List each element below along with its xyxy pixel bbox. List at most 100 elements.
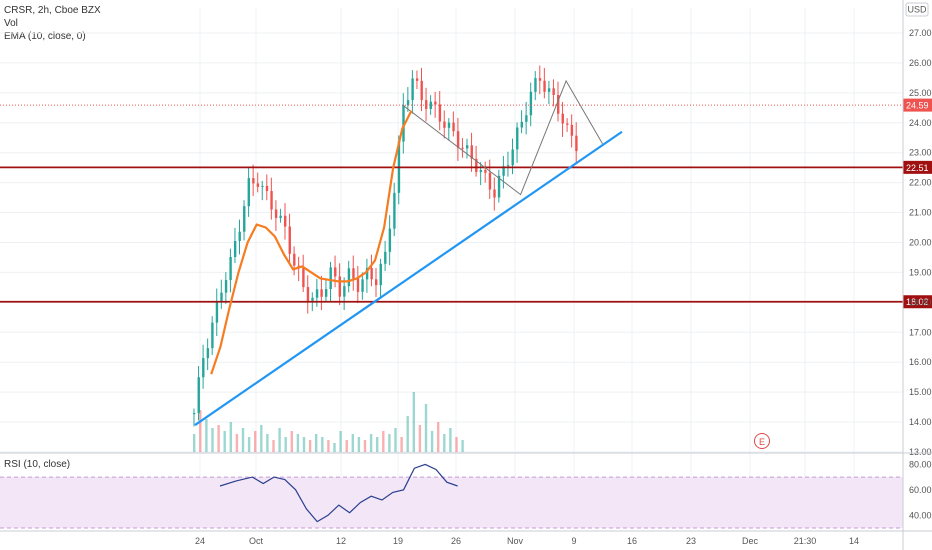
volume-bar — [412, 392, 415, 452]
ema-label[interactable]: EMA (10, close, 0) — [4, 31, 86, 42]
candle-body — [329, 267, 332, 290]
level-tag-label: 18.02 — [906, 297, 929, 307]
time-tick-label: 21:30 — [794, 536, 817, 546]
candle-body — [429, 101, 432, 109]
candle-body — [347, 268, 351, 287]
volume-bar — [461, 440, 464, 452]
time-tick-label: 9 — [571, 536, 576, 546]
volume-bar — [302, 437, 306, 452]
candle-body — [265, 185, 269, 192]
candle-body — [338, 276, 341, 297]
candle-body — [402, 105, 405, 142]
candle-body — [475, 158, 478, 173]
candle-body — [529, 91, 533, 116]
time-tick-label: 14 — [849, 536, 859, 546]
volume-bar — [418, 425, 422, 452]
volume-bar — [254, 431, 257, 452]
candle-body — [247, 178, 250, 207]
candle-body — [288, 226, 291, 254]
candle-body — [493, 189, 496, 198]
candle-body — [352, 268, 355, 279]
candle-body — [447, 122, 451, 128]
ema-line[interactable] — [210, 110, 413, 375]
candle-body — [393, 192, 396, 229]
candle-body — [466, 145, 469, 149]
currency-box — [905, 2, 929, 17]
chart-legend: CRSR, 2h, Cboe BZX Vol EMA (10, close, 0… — [4, 4, 101, 43]
price-tick-label: 16.00 — [909, 357, 932, 367]
time-tick-label: 23 — [686, 536, 696, 546]
candle-body — [557, 95, 560, 114]
rsi-label[interactable]: RSI (10, close) — [4, 459, 71, 470]
candle-body — [379, 263, 382, 286]
volume-bar — [363, 440, 367, 452]
price-tick-label: 20.00 — [909, 237, 932, 247]
candle-body — [224, 280, 228, 293]
candle-body — [470, 145, 473, 159]
candle-body — [311, 297, 314, 301]
volume-bar — [406, 416, 409, 452]
volume-bar — [321, 437, 324, 452]
price-tick-label: 19.00 — [909, 267, 932, 277]
rsi-line[interactable] — [219, 463, 458, 523]
candle-body — [388, 228, 392, 252]
volume-bar — [284, 437, 287, 452]
candle-body — [406, 100, 410, 106]
time-tick-label: 24 — [195, 536, 205, 546]
volume-bar — [266, 434, 269, 452]
candle-body — [543, 80, 546, 92]
trendline[interactable] — [194, 130, 623, 426]
symbol-label[interactable]: CRSR, 2h, Cboe BZX — [4, 5, 101, 16]
level-tag-label: 22.51 — [906, 163, 929, 173]
candle-body — [570, 124, 574, 136]
candle-body — [411, 78, 414, 101]
candle-body — [356, 278, 360, 292]
candle-body — [365, 268, 369, 280]
rsi-tick-label: 60.00 — [909, 485, 932, 495]
candle-body — [425, 100, 428, 109]
volume-bar — [211, 428, 214, 452]
candle-body — [343, 286, 346, 297]
candle-body — [443, 121, 446, 128]
candle-body — [511, 149, 514, 166]
candle-body — [324, 289, 328, 297]
candle-body — [538, 78, 542, 81]
volume-bar — [376, 437, 379, 452]
candle-body — [361, 279, 364, 292]
time-tick-label: 16 — [627, 536, 637, 546]
volume-bar — [424, 404, 428, 452]
last-price-label: 24.59 — [906, 101, 929, 111]
candle-body — [561, 113, 564, 124]
volume-bar — [382, 431, 385, 452]
candle-body — [566, 123, 569, 125]
volume-label[interactable]: Vol — [4, 18, 18, 29]
candle-body — [479, 170, 483, 173]
candle-body — [233, 241, 237, 258]
volume-bar — [388, 434, 391, 452]
level-tag — [903, 295, 932, 309]
candle-body — [438, 104, 442, 122]
pattern-line[interactable] — [401, 79, 603, 196]
candle-body — [488, 172, 492, 190]
volume-bar — [290, 431, 293, 452]
volume-bar — [455, 437, 458, 452]
volume-bar — [369, 434, 373, 452]
price-tick-label: 25.00 — [909, 88, 932, 98]
candle-body — [252, 178, 255, 184]
time-tick-label: Dec — [742, 536, 759, 546]
candle-body — [525, 115, 528, 122]
candle-body — [534, 78, 537, 92]
candle-body — [334, 267, 337, 277]
price-tick-label: 26.00 — [909, 58, 932, 68]
price-tick-label: 22.00 — [909, 178, 932, 188]
candle-body — [434, 101, 437, 105]
volume-bar — [351, 434, 354, 452]
candle-body — [575, 135, 578, 152]
volume-bar — [394, 428, 397, 452]
rsi-tick-label: 80.00 — [909, 459, 932, 469]
level-tag — [903, 160, 932, 174]
candle-body — [506, 165, 510, 167]
volume-bar — [437, 422, 440, 452]
earnings-marker[interactable]: E — [754, 433, 770, 449]
